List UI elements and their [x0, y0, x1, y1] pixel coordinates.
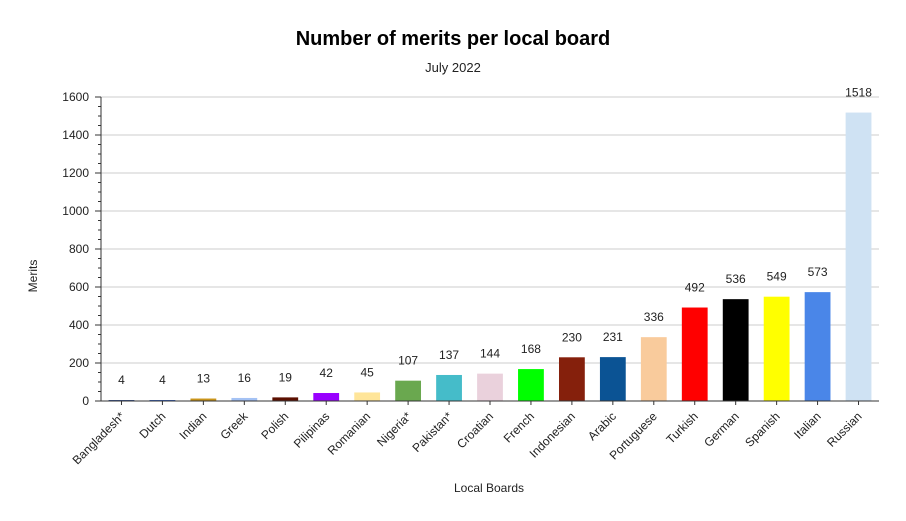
category-label: Pakistan*: [409, 409, 455, 455]
axes: [95, 96, 879, 405]
data-label: 4: [118, 373, 125, 387]
category-label: Dutch: [136, 409, 168, 441]
bar: [354, 392, 381, 401]
category-label: Indian: [176, 409, 209, 442]
data-label: 336: [644, 310, 664, 324]
bar: [640, 337, 667, 401]
category-label: Polish: [258, 409, 291, 442]
y-tick-label: 1000: [62, 204, 89, 218]
data-label: 573: [808, 265, 828, 279]
bar: [231, 397, 258, 401]
data-label: 107: [398, 354, 418, 368]
x-axis-label: Local Boards: [454, 481, 524, 495]
data-label: 492: [685, 281, 705, 295]
category-label: Romanian: [325, 409, 374, 458]
bar: [722, 299, 749, 401]
data-label: 45: [360, 365, 374, 379]
y-tick-label: 1400: [62, 128, 89, 142]
bar: [599, 357, 626, 401]
data-label: 137: [439, 348, 459, 362]
bar: [313, 393, 340, 401]
bar: [845, 112, 872, 401]
bar: [190, 398, 217, 401]
category-label: Italian: [791, 409, 824, 442]
bars: [108, 112, 872, 401]
bar: [272, 397, 299, 401]
data-label: 230: [562, 330, 582, 344]
data-label: 168: [521, 342, 541, 356]
category-label: Spanish: [742, 409, 783, 450]
chart-title: Number of merits per local board: [296, 28, 611, 50]
y-axis-label: Merits: [26, 260, 40, 293]
y-tick-label: 200: [69, 356, 89, 370]
bar: [477, 373, 503, 401]
bar: [804, 292, 831, 401]
y-tick-label: 600: [69, 280, 89, 294]
y-tick-label: 800: [69, 242, 89, 256]
category-label: Greek: [217, 409, 251, 443]
y-tick-label: 1600: [62, 90, 89, 104]
data-label: 1518: [845, 86, 872, 100]
category-label: Turkish: [663, 409, 700, 446]
data-label: 16: [238, 371, 252, 385]
labels: 0 200 400 600 800 1000 1200 1400 1600 4 Bangladesh…: [62, 86, 872, 468]
bar: [763, 296, 790, 401]
bar: [558, 357, 585, 401]
bar: [395, 380, 422, 401]
category-label: Croatian: [454, 409, 496, 451]
data-label: 549: [767, 270, 787, 284]
bar: [518, 369, 544, 401]
category-label: German: [701, 409, 742, 450]
data-label: 13: [197, 372, 211, 386]
data-label: 231: [603, 330, 623, 344]
data-label: 42: [320, 366, 334, 380]
category-label: Russian: [824, 409, 865, 450]
category-label: French: [501, 409, 537, 445]
y-tick-label: 0: [82, 394, 89, 408]
data-label: 144: [480, 347, 500, 361]
category-label: Bangladesh*: [70, 409, 128, 467]
y-tick-label: 400: [69, 318, 89, 332]
y-tick-label: 1200: [62, 166, 89, 180]
category-label: Pilipinas: [291, 409, 333, 451]
data-label: 536: [726, 272, 746, 286]
gridlines: [101, 96, 879, 364]
bar: [681, 307, 708, 401]
bar: [436, 374, 462, 401]
data-label: 4: [159, 373, 166, 387]
category-label: Arabic: [585, 409, 619, 443]
category-label: Nigeria*: [374, 409, 414, 449]
data-label: 19: [279, 370, 293, 384]
chart-subtitle: July 2022: [425, 60, 481, 75]
